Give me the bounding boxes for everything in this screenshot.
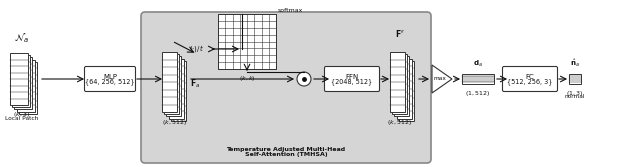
Bar (462, 74, 494, 84)
Text: $(k, 512)$: $(k, 512)$ (387, 118, 412, 127)
Text: {512, 256, 3}: {512, 256, 3} (508, 78, 553, 85)
Bar (397, 59, 412, 119)
Bar (17, 60, 35, 112)
Text: $(k, k)$: $(k, k)$ (239, 74, 255, 83)
Bar (390, 52, 405, 112)
Text: $(1, 512)$: $(1, 512)$ (465, 89, 491, 98)
Bar (399, 61, 414, 121)
Text: normal: normal (564, 94, 585, 99)
Text: $\hat{\mathbf{n}}_a$: $\hat{\mathbf{n}}_a$ (570, 57, 580, 69)
Text: FC: FC (525, 74, 534, 80)
Bar (168, 59, 184, 119)
Text: Self-Attention (TMHSA): Self-Attention (TMHSA) (244, 152, 327, 157)
Bar (569, 74, 581, 84)
FancyBboxPatch shape (84, 66, 136, 92)
Bar (218, 14, 276, 69)
Text: $(k, 3)$: $(k, 3)$ (13, 110, 31, 119)
Text: $\mathcal{N}_a$: $\mathcal{N}_a$ (15, 31, 29, 45)
Bar (12, 55, 30, 107)
Text: Local Patch: Local Patch (5, 116, 38, 121)
Bar (10, 53, 28, 105)
Text: softmax: softmax (278, 8, 303, 13)
Bar (162, 52, 177, 112)
Circle shape (297, 72, 311, 86)
Text: $(\cdot)/t$: $(\cdot)/t$ (189, 43, 205, 54)
Text: MLP: MLP (103, 74, 117, 80)
Bar (19, 62, 36, 114)
Text: FFN: FFN (346, 74, 358, 80)
Text: {2048, 512}: {2048, 512} (332, 78, 372, 85)
FancyBboxPatch shape (502, 66, 557, 92)
Bar (164, 54, 179, 114)
Text: $\mathbf{F}_a$: $\mathbf{F}_a$ (190, 78, 200, 90)
Text: {64, 256, 512}: {64, 256, 512} (85, 78, 135, 85)
Polygon shape (432, 65, 452, 93)
Text: Temperature Adjusted Multi-Head: Temperature Adjusted Multi-Head (227, 146, 346, 151)
FancyBboxPatch shape (324, 66, 380, 92)
Text: max: max (433, 76, 447, 81)
Bar (394, 56, 410, 116)
Bar (171, 61, 186, 121)
Text: $(k, 512)$: $(k, 512)$ (163, 118, 188, 127)
Bar (15, 57, 33, 109)
Bar (392, 54, 407, 114)
Bar (166, 56, 181, 116)
Text: $\mathbf{d}_a$: $\mathbf{d}_a$ (473, 59, 483, 69)
FancyBboxPatch shape (141, 12, 431, 163)
Text: $\mathbf{F}''$: $\mathbf{F}''$ (395, 28, 405, 39)
Text: $(1, 3)$: $(1, 3)$ (566, 89, 584, 98)
